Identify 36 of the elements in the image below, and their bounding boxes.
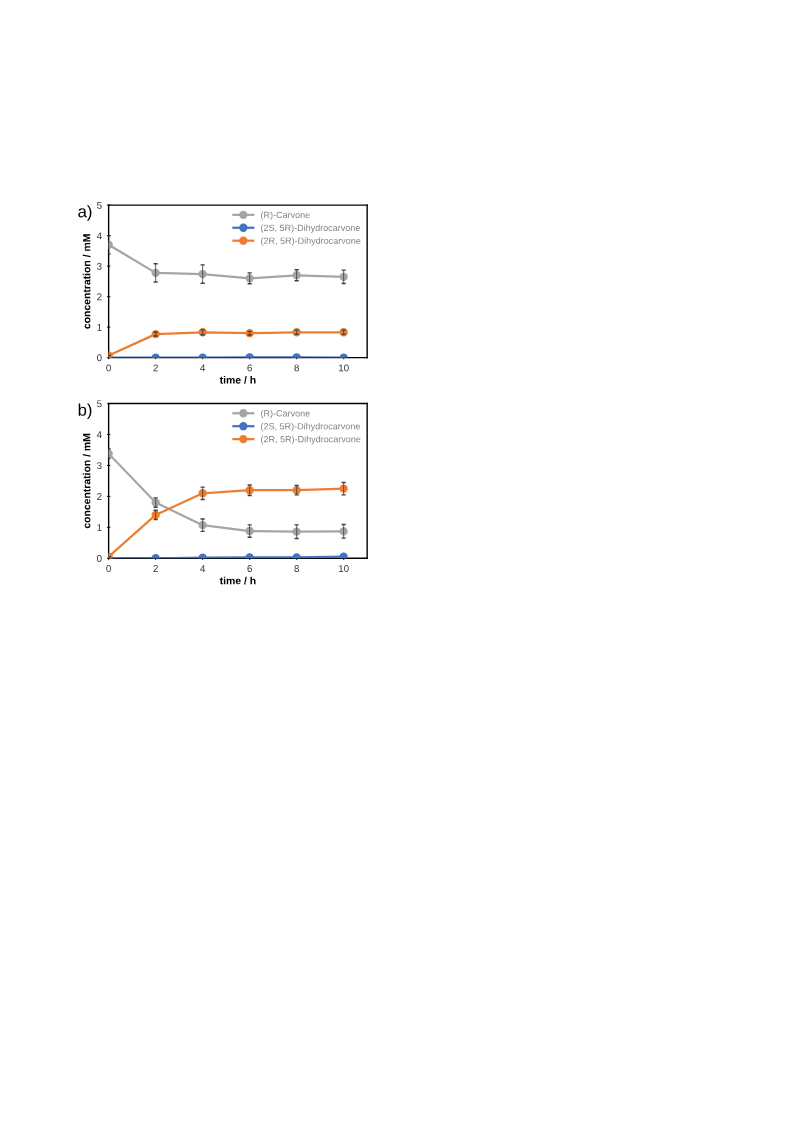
y-tick-label: 0 [97,554,102,562]
text: a) [78,205,92,221]
x-tick-label: 8 [294,364,299,372]
legend-label: (2S, 5R)-Dihydrocarvone [261,422,360,432]
y-tick-label: 5 [97,201,102,209]
x-tick-label: 0 [106,565,111,572]
x-tick-label: 6 [247,364,252,372]
legend-label: (R)-Carvone [261,409,310,419]
x-axis-title: time / h [219,576,256,585]
x-tick-label: 10 [338,565,349,572]
legend-label: (2S, 5R)-Dihydrocarvone [261,224,360,233]
x-tick-label: 4 [200,364,206,372]
x-tick-label: 2 [153,565,158,572]
legend-label: (2R, 5R)-Dihydrocarvone [261,435,361,445]
x-tick-label: 8 [294,565,299,572]
y-tick-label: 1 [97,323,102,331]
y-tick-label: 2 [97,293,102,301]
x-tick-label: 0 [106,364,111,372]
text: b) [78,403,92,420]
x-tick-label: 6 [247,565,252,572]
x-axis-title: time / h [219,376,256,384]
y-tick-label: 0 [97,354,102,362]
y-axis-title: concentration / mM [82,433,91,529]
legend-label: (2R, 5R)-Dihydrocarvone [261,237,361,246]
y-tick-label: 3 [97,462,102,470]
y-tick-label: 2 [97,493,102,500]
y-tick-label: 3 [97,262,102,270]
y-tick-label: 4 [96,431,102,439]
y-tick-label: 5 [97,400,102,408]
y-tick-label: 1 [97,524,102,531]
x-tick-label: 4 [200,565,206,572]
y-axis-title: concentration / mM [82,234,91,329]
x-tick-label: 2 [153,364,158,372]
x-tick-label: 10 [338,364,349,372]
legend-label: (R)-Carvone [261,211,310,220]
y-tick-label: 4 [96,232,102,240]
